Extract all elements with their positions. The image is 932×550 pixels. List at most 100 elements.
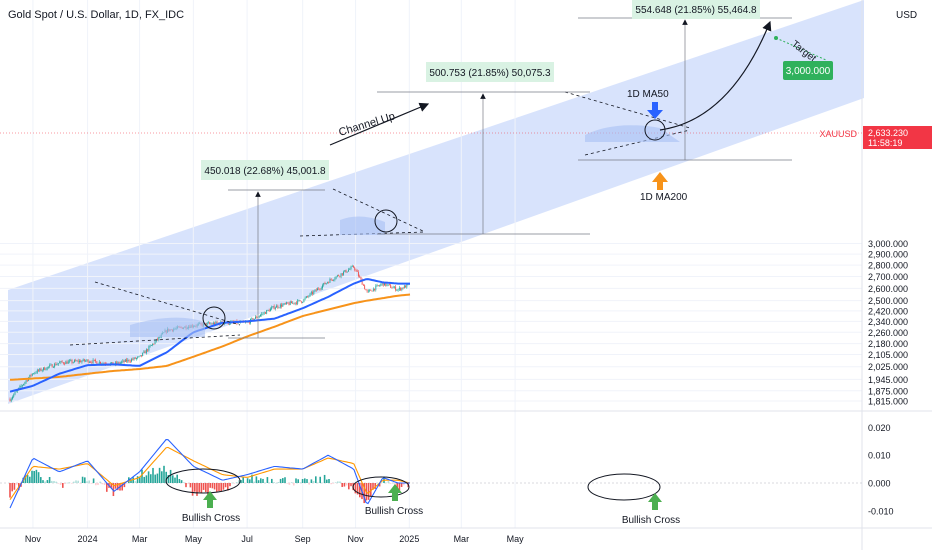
- candle-body: [224, 323, 225, 325]
- macd-histogram-bar: [277, 481, 280, 483]
- candle-body: [288, 303, 290, 305]
- macd-histogram-bar: [196, 483, 198, 496]
- candle-body: [137, 356, 139, 359]
- measure-2-label: 500.753 (21.85%) 50,075.3: [429, 68, 551, 79]
- candle-body: [62, 362, 64, 364]
- macd-histogram-bar: [174, 477, 176, 483]
- candle-body: [33, 373, 35, 375]
- macd-histogram-bar: [400, 483, 403, 487]
- macd-histogram-bar: [13, 483, 16, 490]
- candle-body: [51, 364, 53, 368]
- candle-body: [159, 336, 161, 338]
- macd-histogram-bar: [172, 475, 174, 483]
- macd-histogram-bar: [330, 483, 332, 485]
- candle-body: [344, 270, 346, 272]
- candle-body: [372, 288, 374, 292]
- candle-body: [93, 359, 95, 361]
- macd-histogram-bar: [145, 475, 148, 483]
- triangle-2-fill: [340, 216, 385, 235]
- macd-histogram-bar: [328, 479, 330, 483]
- macd-histogram-bar: [152, 467, 154, 483]
- candle-body: [82, 359, 84, 362]
- macd-histogram-bar: [244, 483, 247, 484]
- macd-histogram-bar: [301, 479, 304, 483]
- target-dot: [774, 36, 778, 40]
- candle-body: [390, 284, 392, 288]
- macd-histogram-bar: [264, 482, 266, 484]
- candle-body: [122, 360, 124, 362]
- candle-body: [67, 361, 69, 364]
- macd-histogram-bar: [304, 478, 306, 483]
- macd-histogram-bar: [319, 476, 321, 483]
- time-tick-label: May: [507, 534, 525, 544]
- candle-body: [91, 361, 93, 363]
- candle-body: [309, 293, 311, 297]
- candle-body: [287, 302, 289, 304]
- macd-histogram-bar: [385, 482, 387, 484]
- candle-body: [128, 359, 130, 362]
- macd-histogram-bar: [231, 482, 233, 484]
- macd-histogram-bar: [403, 483, 405, 486]
- candle-body: [381, 283, 383, 285]
- macd-histogram-bar: [165, 471, 167, 483]
- candle-body: [41, 369, 43, 371]
- candle-body: [134, 357, 136, 359]
- triangle-3-upper: [564, 91, 691, 129]
- candle-body: [376, 285, 378, 286]
- candle-body: [303, 299, 305, 303]
- price-tick-label: 2,420.000: [868, 306, 908, 316]
- candle-body: [72, 362, 74, 363]
- ma200-label: 1D MA200: [640, 192, 688, 203]
- candle-body: [70, 360, 72, 362]
- candle-body: [345, 270, 347, 273]
- currency-label: USD: [896, 10, 918, 21]
- macd-histogram-bar: [198, 483, 200, 493]
- macd-histogram-bar: [141, 469, 143, 483]
- candle-body: [98, 361, 100, 364]
- macd-histogram-bar: [321, 482, 324, 484]
- candle-body: [266, 310, 268, 314]
- macd-histogram-bar: [282, 478, 284, 483]
- candle-body: [331, 279, 333, 281]
- macd-histogram-bar: [121, 483, 123, 491]
- candle-body: [377, 285, 379, 286]
- candle-body: [76, 360, 78, 362]
- breakout-circle-3: [644, 119, 666, 141]
- candle-body: [80, 360, 82, 363]
- macd-histogram-bar: [53, 480, 55, 483]
- macd-histogram-bar: [112, 483, 115, 497]
- candle-body: [349, 268, 351, 270]
- candle-body: [133, 357, 135, 360]
- candle-body: [50, 364, 52, 366]
- candle-body: [379, 285, 380, 287]
- macd-histogram-bar: [268, 482, 271, 484]
- macd-histogram-bar: [381, 482, 383, 484]
- macd-histogram-bar: [176, 474, 178, 483]
- candle-body: [395, 286, 397, 291]
- candle-body: [375, 285, 377, 291]
- candle-body: [367, 290, 369, 292]
- candle-body: [212, 322, 214, 325]
- candle-body: [131, 359, 132, 362]
- candle-body: [47, 366, 49, 368]
- candle-body: [83, 359, 85, 362]
- macd-histogram-bar: [55, 481, 57, 483]
- candle-body: [343, 271, 345, 275]
- macd-histogram-bar: [251, 474, 253, 483]
- channel-up-arrow: [329, 102, 430, 146]
- macd-histogram-bar: [220, 483, 222, 492]
- macd-histogram-bar: [59, 483, 62, 485]
- bullish-cross-arrow: [648, 493, 662, 510]
- candle-body: [52, 366, 54, 368]
- macd-histogram-bar: [288, 483, 291, 485]
- candle-body: [10, 398, 12, 402]
- macd-histogram-bar: [266, 477, 269, 483]
- candle-body: [154, 341, 156, 344]
- price-tick-label: 2,600.000: [868, 284, 908, 294]
- candle-body: [215, 321, 217, 325]
- macd-histogram-bar: [290, 482, 293, 483]
- candle-body: [322, 285, 323, 289]
- candle-body: [323, 282, 325, 286]
- candle-body: [335, 276, 337, 279]
